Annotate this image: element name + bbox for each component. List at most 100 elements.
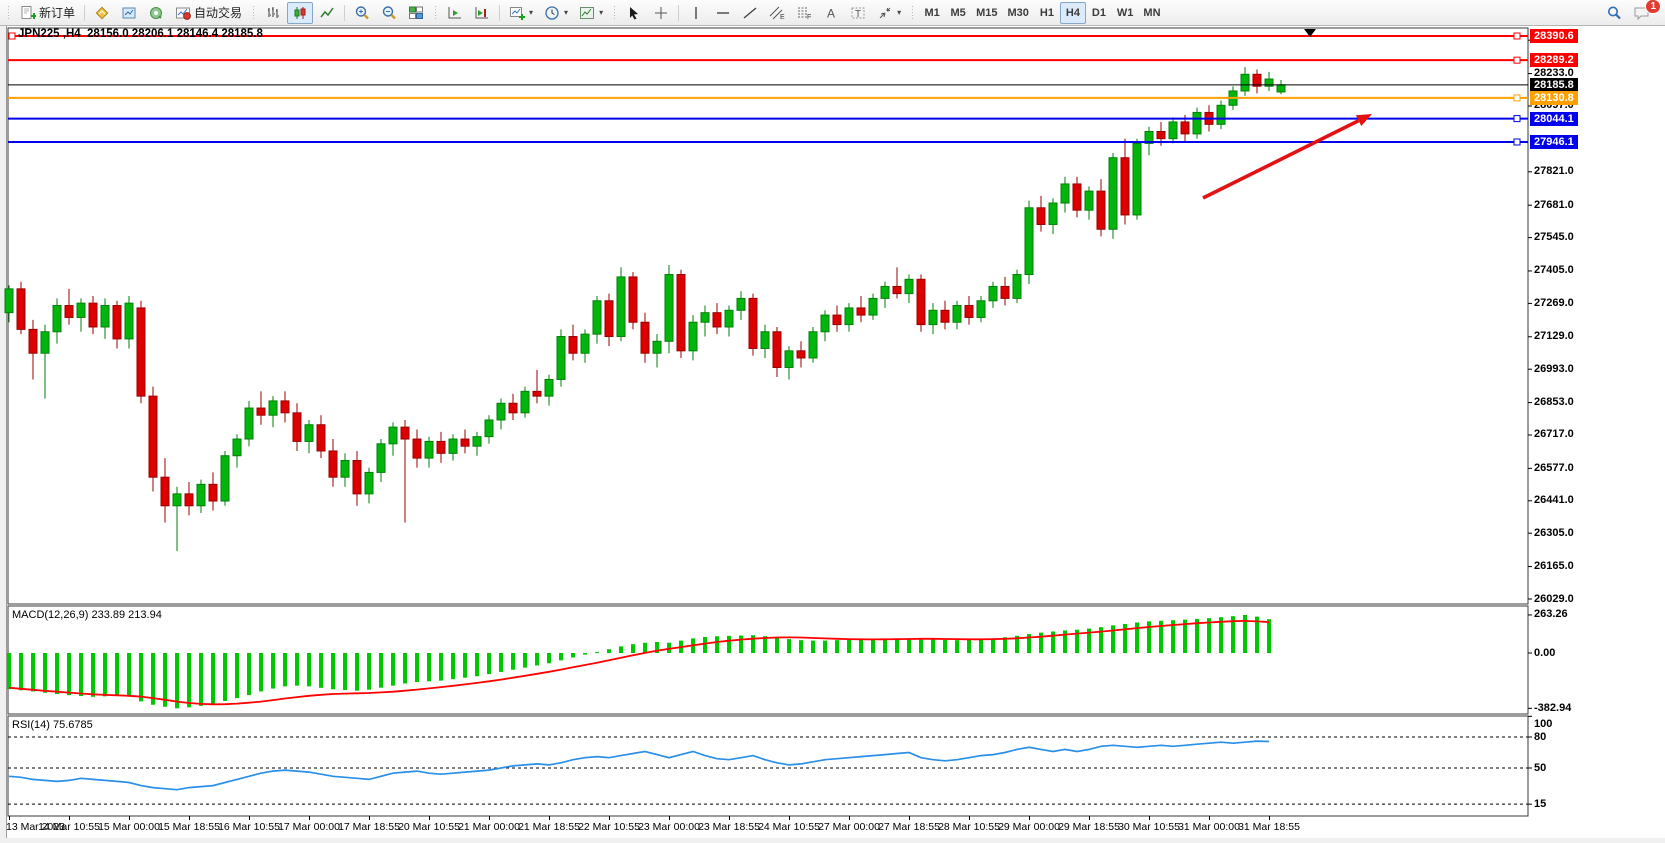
panel-frame	[7, 27, 1529, 605]
toolbar-grip[interactable]	[5, 3, 12, 22]
time-axis-tick	[1089, 816, 1090, 820]
price-axis-label: 27405.0	[1534, 264, 1574, 277]
toolbar-grip[interactable]	[909, 3, 917, 22]
horizontal-price-lines[interactable]	[8, 32, 1528, 146]
toolbar-grip[interactable]	[432, 3, 440, 22]
zoom-in-icon	[354, 5, 370, 21]
time-axis-label: 15 Mar 00:00	[98, 821, 160, 833]
time-axis-label: 17 Mar 18:55	[338, 821, 400, 833]
time-axis-label: 16 Mar 10:55	[218, 821, 280, 833]
horizontal-line-tool-button[interactable]	[710, 2, 736, 24]
time-axis-tick	[249, 816, 250, 820]
price-axis-label: 26993.0	[1534, 362, 1574, 375]
timeframe-button-m5[interactable]: M5	[950, 6, 966, 19]
arrows-tool-button[interactable]: ▾	[872, 2, 906, 24]
auto-scroll-button[interactable]	[442, 2, 468, 24]
tile-windows-button[interactable]	[403, 2, 429, 24]
time-axis-tick	[129, 816, 130, 820]
trend-arrow-annotation[interactable]	[1202, 114, 1372, 200]
new-order-label: 新订单	[39, 6, 76, 20]
cursor-button[interactable]	[621, 2, 647, 24]
line-chart-type-button[interactable]	[314, 2, 340, 24]
rsi-axis-label: 80	[1534, 730, 1547, 743]
panel-frame	[7, 715, 1529, 817]
add-indicator-icon	[509, 5, 526, 21]
timeframe-button-h1[interactable]: H1	[1039, 6, 1054, 19]
line-chart-icon	[319, 5, 335, 21]
price-badge: 27946.1	[1530, 134, 1578, 149]
new-order-icon	[20, 5, 36, 21]
time-axis-label: 28 Mar 10:55	[938, 821, 1000, 833]
timeframe-button-m15[interactable]: M15	[976, 6, 998, 19]
templates-button[interactable]: ▾	[574, 2, 608, 24]
toolbar-grip[interactable]	[611, 3, 619, 22]
timeframe-button-h4[interactable]: H4	[1059, 1, 1086, 24]
channel-tool-button[interactable]: E	[764, 2, 790, 24]
cursor-icon	[626, 5, 642, 21]
svg-text:A: A	[827, 6, 835, 20]
line-handle	[1513, 56, 1521, 64]
fibonacci-tool-button[interactable]: F	[791, 2, 817, 24]
time-axis-tick	[729, 816, 730, 820]
market-watch-button[interactable]	[89, 2, 115, 24]
indicators-button[interactable]: ▾	[504, 2, 538, 24]
chart-shift-button[interactable]	[469, 2, 495, 24]
svg-text:E: E	[780, 14, 785, 21]
trendline-tool-button[interactable]	[737, 2, 763, 24]
line-handle	[8, 32, 16, 40]
chart-title-ohlc: JPN225 ,H4 28156.0 28206.1 28146.4 28185…	[18, 28, 263, 40]
zoom-in-button[interactable]	[349, 2, 375, 24]
time-axis-tick	[69, 816, 70, 820]
timeframe-button-m30[interactable]: M30	[1007, 6, 1029, 19]
zoom-out-button[interactable]	[376, 2, 402, 24]
time-axis-tick	[1149, 816, 1150, 820]
navigator-button[interactable]	[143, 2, 169, 24]
autotrading-button[interactable]: 自动交易	[170, 2, 247, 24]
new-order-button[interactable]: 新订单	[15, 2, 80, 24]
time-axis-label: 23 Mar 18:55	[698, 821, 760, 833]
time-axis-label: 27 Mar 00:00	[818, 821, 880, 833]
line-handle	[1513, 138, 1521, 146]
period-clock-icon	[544, 5, 560, 21]
candlestick-chart-type-button[interactable]	[287, 1, 314, 24]
vertical-line-tool-button[interactable]	[683, 2, 709, 24]
price-badge: 28185.8	[1530, 77, 1578, 92]
timeframe-button-d1[interactable]: D1	[1091, 6, 1106, 19]
time-axis-tick	[429, 816, 430, 820]
price-badge: 28289.2	[1530, 53, 1578, 68]
macd-axis-label: 0.00	[1534, 646, 1556, 659]
periods-button[interactable]: ▾	[539, 2, 573, 24]
timeframe-button-mn[interactable]: MN	[1143, 6, 1161, 19]
autotrading-label: 自动交易	[194, 6, 243, 20]
time-axis-tick	[669, 816, 670, 820]
time-axis-label: 15 Mar 18:55	[158, 821, 220, 833]
timeframe-button-m1[interactable]: M1	[924, 6, 940, 19]
time-axis-label: 14 Mar 10:55	[38, 821, 100, 833]
toolbar-grip[interactable]	[250, 3, 258, 22]
chat-button[interactable]: 1	[1628, 0, 1661, 24]
time-axis-label: 17 Mar 00:00	[278, 821, 340, 833]
time-axis-tick	[1209, 816, 1210, 820]
chart-shift-marker-icon[interactable]	[1304, 29, 1316, 37]
time-axis-label: 31 Mar 00:00	[1178, 821, 1240, 833]
text-label-tool-button[interactable]: T	[845, 2, 871, 24]
time-axis-tick	[849, 816, 850, 820]
search-button[interactable]	[1601, 2, 1627, 24]
chart-shift-icon	[474, 5, 490, 21]
time-axis-tick	[969, 816, 970, 820]
data-window-icon	[121, 5, 137, 21]
data-window-button[interactable]	[116, 2, 142, 24]
bar-chart-type-button[interactable]	[260, 2, 286, 24]
tile-windows-icon	[408, 5, 424, 21]
line-handle	[1513, 32, 1521, 40]
text-tool-button[interactable]: A	[818, 2, 844, 24]
price-axis-label: 27545.0	[1534, 231, 1574, 244]
text-icon: A	[823, 5, 839, 21]
macd-histogram	[7, 614, 1271, 709]
timeframe-button-w1[interactable]: W1	[1116, 6, 1134, 19]
price-axis-label: 28233.0	[1534, 67, 1574, 80]
toolbar-separator	[344, 4, 346, 21]
time-axis-label: 30 Mar 10:55	[1118, 821, 1180, 833]
crosshair-button[interactable]	[648, 2, 674, 24]
